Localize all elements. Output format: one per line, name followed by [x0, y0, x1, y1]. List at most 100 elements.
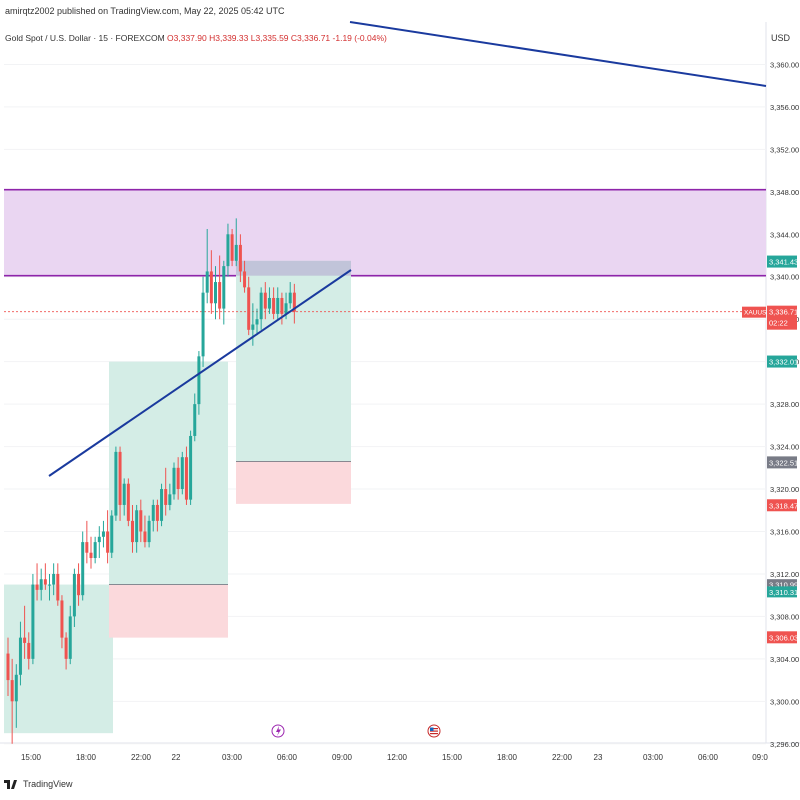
candle-body [155, 504, 159, 521]
published-by: amirqtz2002 published on TradingView.com… [5, 6, 285, 16]
candle [184, 446, 188, 505]
candle [276, 287, 280, 320]
candle-body [122, 483, 126, 505]
current-price-value: 3,336.71 [769, 308, 798, 317]
candle [131, 504, 134, 553]
position-stop-box [109, 584, 228, 638]
candle [60, 595, 64, 649]
candle [27, 632, 31, 670]
x-tick-label: 09:00 [332, 753, 353, 762]
candle-body [89, 552, 93, 559]
candle-body [93, 542, 97, 559]
candle-body [39, 579, 43, 590]
trend-line-support [48, 269, 352, 477]
candle-body [135, 510, 139, 543]
candle [23, 605, 27, 659]
candle-body [10, 680, 14, 702]
candle-body [259, 292, 263, 320]
candle-body [251, 324, 255, 330]
price-tag: 3,318.47 [767, 499, 798, 512]
x-tick-label: 06:00 [698, 753, 719, 762]
candle-body [226, 234, 230, 267]
candle-body [180, 457, 184, 490]
y-tick-label: 3,328.00 [770, 400, 799, 409]
candle-body [52, 573, 56, 585]
candle [222, 260, 226, 325]
y-tick-label: 3,312.00 [770, 570, 799, 579]
candle-body [184, 457, 188, 500]
candle [43, 563, 47, 590]
position-stop-box [236, 461, 351, 504]
candle [6, 637, 10, 697]
candle-body [272, 297, 276, 314]
candle-body [18, 637, 22, 675]
candle-body [72, 573, 76, 617]
candle [114, 446, 118, 521]
candle [209, 250, 213, 314]
candle-body [238, 244, 242, 272]
price-tag-value: 3,322.51 [769, 458, 798, 467]
candle-body [77, 573, 81, 596]
price-tag: 3,306.03 [767, 631, 798, 644]
candle [164, 467, 168, 516]
candle [243, 260, 247, 293]
candle [135, 504, 139, 553]
price-tag-value: 3,310.99 [769, 581, 798, 590]
ohlc-high: H3,339.33 [209, 33, 249, 43]
candle [64, 632, 68, 670]
brand-name: TradingView [23, 779, 73, 789]
candle [52, 563, 56, 596]
candle-body [68, 616, 72, 659]
x-tick-label: 09:0 [752, 753, 768, 762]
candle [267, 287, 271, 314]
currency-label[interactable]: USD [771, 33, 791, 43]
x-tick-label: 12:00 [387, 753, 408, 762]
candle-body [151, 504, 155, 521]
candle-body [201, 292, 205, 357]
candle [85, 520, 89, 564]
candle-body [160, 489, 164, 521]
y-tick-label: 3,356.00 [770, 103, 799, 112]
candle-body [172, 467, 176, 495]
candle [263, 282, 267, 320]
price-tag-bg [767, 631, 797, 644]
y-tick-label: 3,296.00 [770, 740, 799, 749]
candle-body [126, 483, 130, 521]
y-tick-label: 3,344.00 [770, 230, 799, 239]
candle [176, 457, 180, 500]
y-tick-label: 3,316.00 [770, 527, 799, 536]
candle-body [60, 600, 64, 638]
candle-body [189, 435, 193, 500]
candle-body [234, 244, 238, 261]
candle [180, 451, 184, 495]
candle [155, 499, 159, 532]
candle-body [193, 404, 197, 436]
candle [39, 568, 43, 601]
lightning-event-icon [271, 724, 285, 738]
candle [272, 287, 276, 320]
price-tag: 3,310.31 [767, 586, 798, 598]
candle [160, 483, 164, 527]
price-tag: 3,310.99 [767, 579, 798, 591]
candle-body [267, 297, 271, 309]
candle-body [110, 515, 114, 553]
candle-body [101, 531, 105, 537]
candle [238, 234, 242, 283]
candle [234, 218, 238, 267]
current-price-countdown: 02:22 [769, 319, 788, 328]
candle-body [168, 494, 172, 505]
candle [214, 266, 217, 320]
symbol-name[interactable]: Gold Spot / U.S. Dollar · 15 · FOREXCOM [5, 33, 165, 43]
candle [35, 563, 39, 601]
price-tag-bg [767, 579, 797, 591]
candle [288, 282, 292, 309]
y-tick-label: 3,360.00 [770, 60, 799, 69]
position-target-box [109, 361, 228, 585]
position-target-box [4, 584, 113, 734]
x-tick-label: 06:00 [277, 753, 298, 762]
candle-body [147, 520, 151, 543]
ohlc-close: C3,336.71 [290, 33, 331, 43]
candle [77, 563, 81, 606]
candle [151, 499, 155, 532]
